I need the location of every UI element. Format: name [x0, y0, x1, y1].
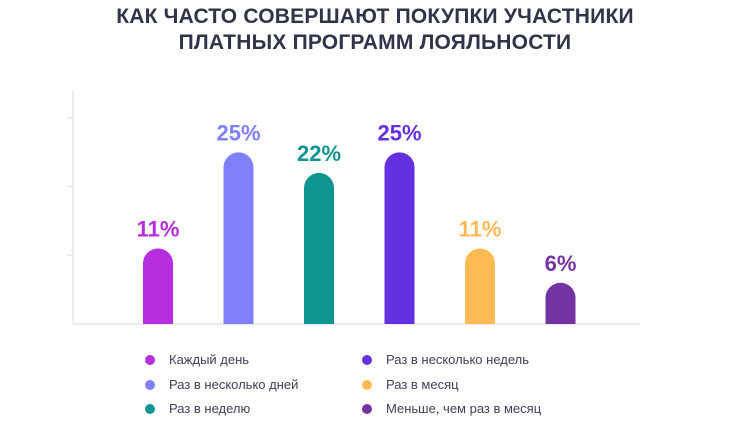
bar-value-label-2: 25% — [216, 120, 260, 145]
bar-value-label-1: 11% — [137, 216, 180, 241]
bar-5 — [465, 248, 495, 324]
bar-2 — [223, 152, 254, 324]
bar-value-label-4: 25% — [377, 120, 421, 145]
bar-value-label-5: 11% — [459, 216, 502, 241]
chart-title: КАК ЧАСТО СОВЕРШАЮТ ПОКУПКИ УЧАСТНИКИ ПЛ… — [0, 4, 750, 56]
bar-3 — [304, 172, 334, 324]
bar-value-label-6: 6% — [545, 251, 577, 276]
bar-4 — [384, 152, 415, 324]
chart-title-line-1: КАК ЧАСТО СОВЕРШАЮТ ПОКУПКИ УЧАСТНИКИ — [116, 5, 634, 28]
bar-6 — [545, 282, 576, 324]
bar-value-label-3: 22% — [297, 141, 341, 166]
chart-title-line-2: ПЛАТНЫХ ПРОГРАММ ЛОЯЛЬНОСТИ — [178, 31, 572, 54]
bar-1 — [143, 248, 173, 324]
